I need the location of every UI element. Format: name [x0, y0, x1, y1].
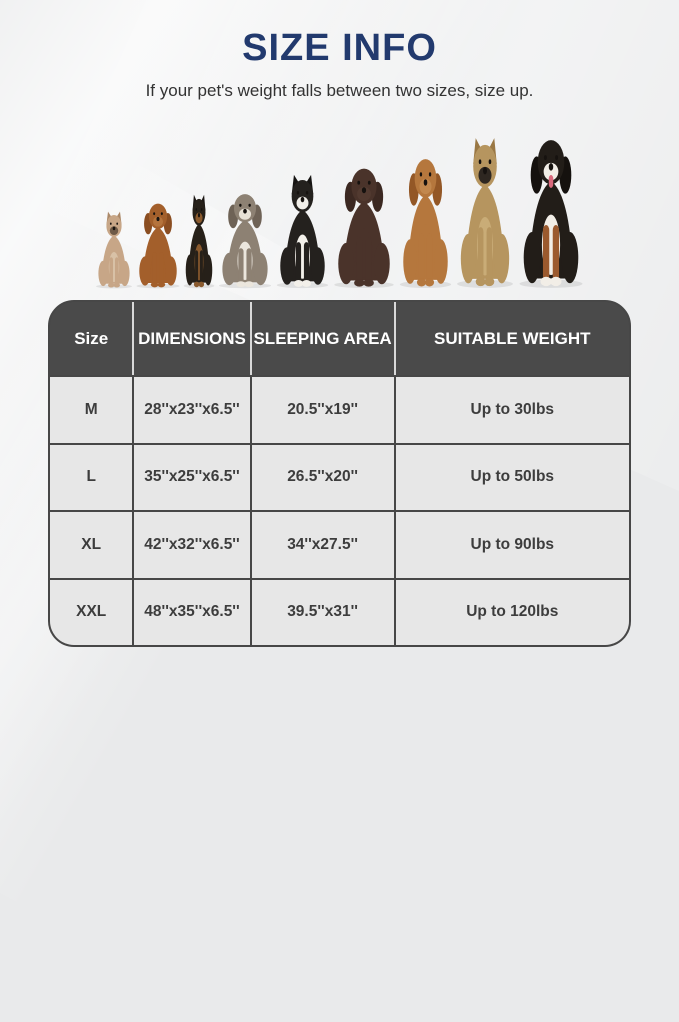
dog-miniature-pinscher: [183, 194, 214, 289]
cell-sleeping-area-l: 26.5''x20'': [251, 442, 396, 510]
cell-weight-xl: Up to 90lbs: [395, 510, 629, 578]
cell-sleeping-area-xl: 34''x27.5'': [251, 510, 396, 578]
column-header-sleeping-area: SLEEPING AREA: [251, 302, 396, 375]
column-header-suitable-weight: SUITABLE WEIGHT: [395, 302, 629, 375]
dog-labrador-retriever-chocolate: [333, 168, 394, 289]
dog-french-bulldog: [95, 211, 132, 289]
cell-size-xxl: XXL: [50, 577, 135, 645]
cell-size-m: M: [50, 375, 135, 443]
column-header-size: Size: [50, 302, 135, 375]
dog-english-bulldog: [218, 194, 271, 289]
header: SIZE INFO If your pet's weight falls bet…: [0, 0, 679, 101]
cell-size-xl: XL: [50, 510, 135, 578]
cell-sleeping-area-m: 20.5''x19'': [251, 375, 396, 443]
column-header-dimensions: DIMENSIONS: [134, 302, 252, 375]
size-table: Size DIMENSIONS SLEEPING AREA SUITABLE W…: [48, 300, 631, 647]
size-table-grid: Size DIMENSIONS SLEEPING AREA SUITABLE W…: [50, 302, 629, 645]
dog-bernese-mountain-dog: [519, 140, 582, 288]
dogs-lineup: [94, 130, 586, 289]
cell-size-l: L: [50, 442, 135, 510]
dog-cavalier-king-charles-spaniel: [135, 203, 180, 289]
cell-dimensions-l: 35''x25''x6.5'': [134, 442, 252, 510]
cell-dimensions-xl: 42''x32''x6.5'': [134, 510, 252, 578]
dog-border-collie: [276, 174, 328, 289]
cell-dimensions-xxl: 48''x35''x6.5'': [134, 577, 252, 645]
cell-weight-xxl: Up to 120lbs: [395, 577, 629, 645]
page-subtitle: If your pet's weight falls between two s…: [145, 81, 534, 100]
dog-vizsla: [399, 159, 451, 288]
dog-german-shepherd: [456, 138, 513, 288]
cell-sleeping-area-xxl: 39.5''x31'': [251, 577, 396, 645]
cell-dimensions-m: 28''x23''x6.5'': [134, 375, 252, 443]
cell-weight-l: Up to 50lbs: [395, 442, 629, 510]
cell-weight-m: Up to 30lbs: [395, 375, 629, 443]
page-title: SIZE INFO: [242, 27, 437, 69]
